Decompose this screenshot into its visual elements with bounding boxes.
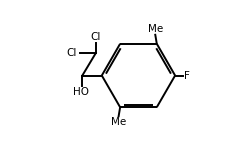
- Text: Cl: Cl: [91, 32, 101, 42]
- Text: Cl: Cl: [67, 48, 77, 58]
- Text: Me: Me: [111, 117, 126, 127]
- Text: F: F: [184, 71, 190, 80]
- Text: Me: Me: [148, 24, 163, 34]
- Text: HO: HO: [73, 87, 89, 97]
